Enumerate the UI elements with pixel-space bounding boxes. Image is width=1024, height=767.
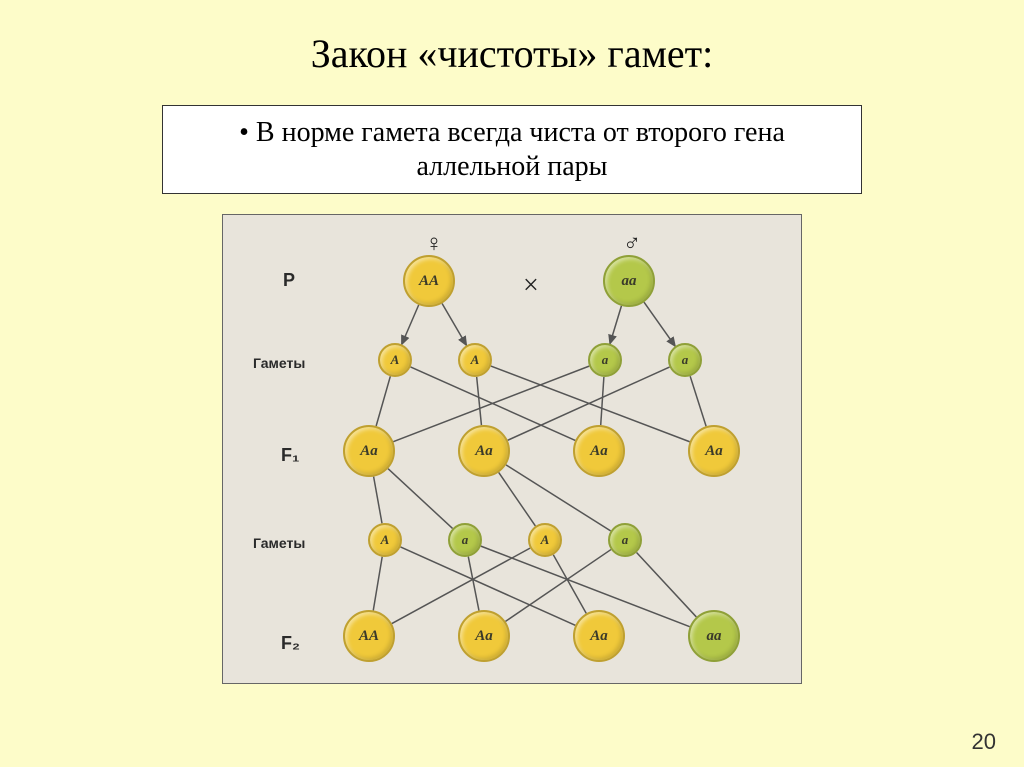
node-F2_Aa1: Aa — [458, 610, 510, 662]
node-P_AA: AA — [403, 255, 455, 307]
subtitle-box: В норме гамета всегда чиста от второго г… — [162, 105, 862, 194]
row-label: F₁ — [281, 445, 299, 466]
page-number: 20 — [972, 729, 996, 755]
female-symbol: ♀ — [425, 231, 443, 258]
node-F2_Aa2: Aa — [573, 610, 625, 662]
node-F1_4: Aa — [688, 425, 740, 477]
slide: Закон «чистоты» гамет: В норме гамета вс… — [0, 0, 1024, 767]
row-label: P — [283, 270, 295, 291]
node-G2_a2: a — [608, 523, 642, 557]
node-G2_A2: A — [528, 523, 562, 557]
male-symbol: ♂ — [623, 231, 641, 258]
node-F1_2: Aa — [458, 425, 510, 477]
node-P_aa: aa — [603, 255, 655, 307]
node-G1_a2: a — [668, 343, 702, 377]
row-label: Гаметы — [253, 355, 305, 371]
row-label: F₂ — [281, 633, 300, 654]
node-G1_A2: A — [458, 343, 492, 377]
node-F2_aa: aa — [688, 610, 740, 662]
node-F1_1: Aa — [343, 425, 395, 477]
node-F1_3: Aa — [573, 425, 625, 477]
node-G2_a1: a — [448, 523, 482, 557]
node-G1_a1: a — [588, 343, 622, 377]
row-label: Гаметы — [253, 535, 305, 551]
bullet-text: В норме гамета всегда чиста от второго г… — [179, 116, 845, 183]
slide-title: Закон «чистоты» гамет: — [0, 30, 1024, 77]
node-G2_A1: A — [368, 523, 402, 557]
cross-symbol: × — [523, 270, 539, 302]
node-G1_A1: A — [378, 343, 412, 377]
genetics-diagram: AAaaAAaaAaAaAaAaAaAaAAAaAaaaPГаметыF₁Гам… — [222, 214, 802, 684]
node-F2_AA: AA — [343, 610, 395, 662]
